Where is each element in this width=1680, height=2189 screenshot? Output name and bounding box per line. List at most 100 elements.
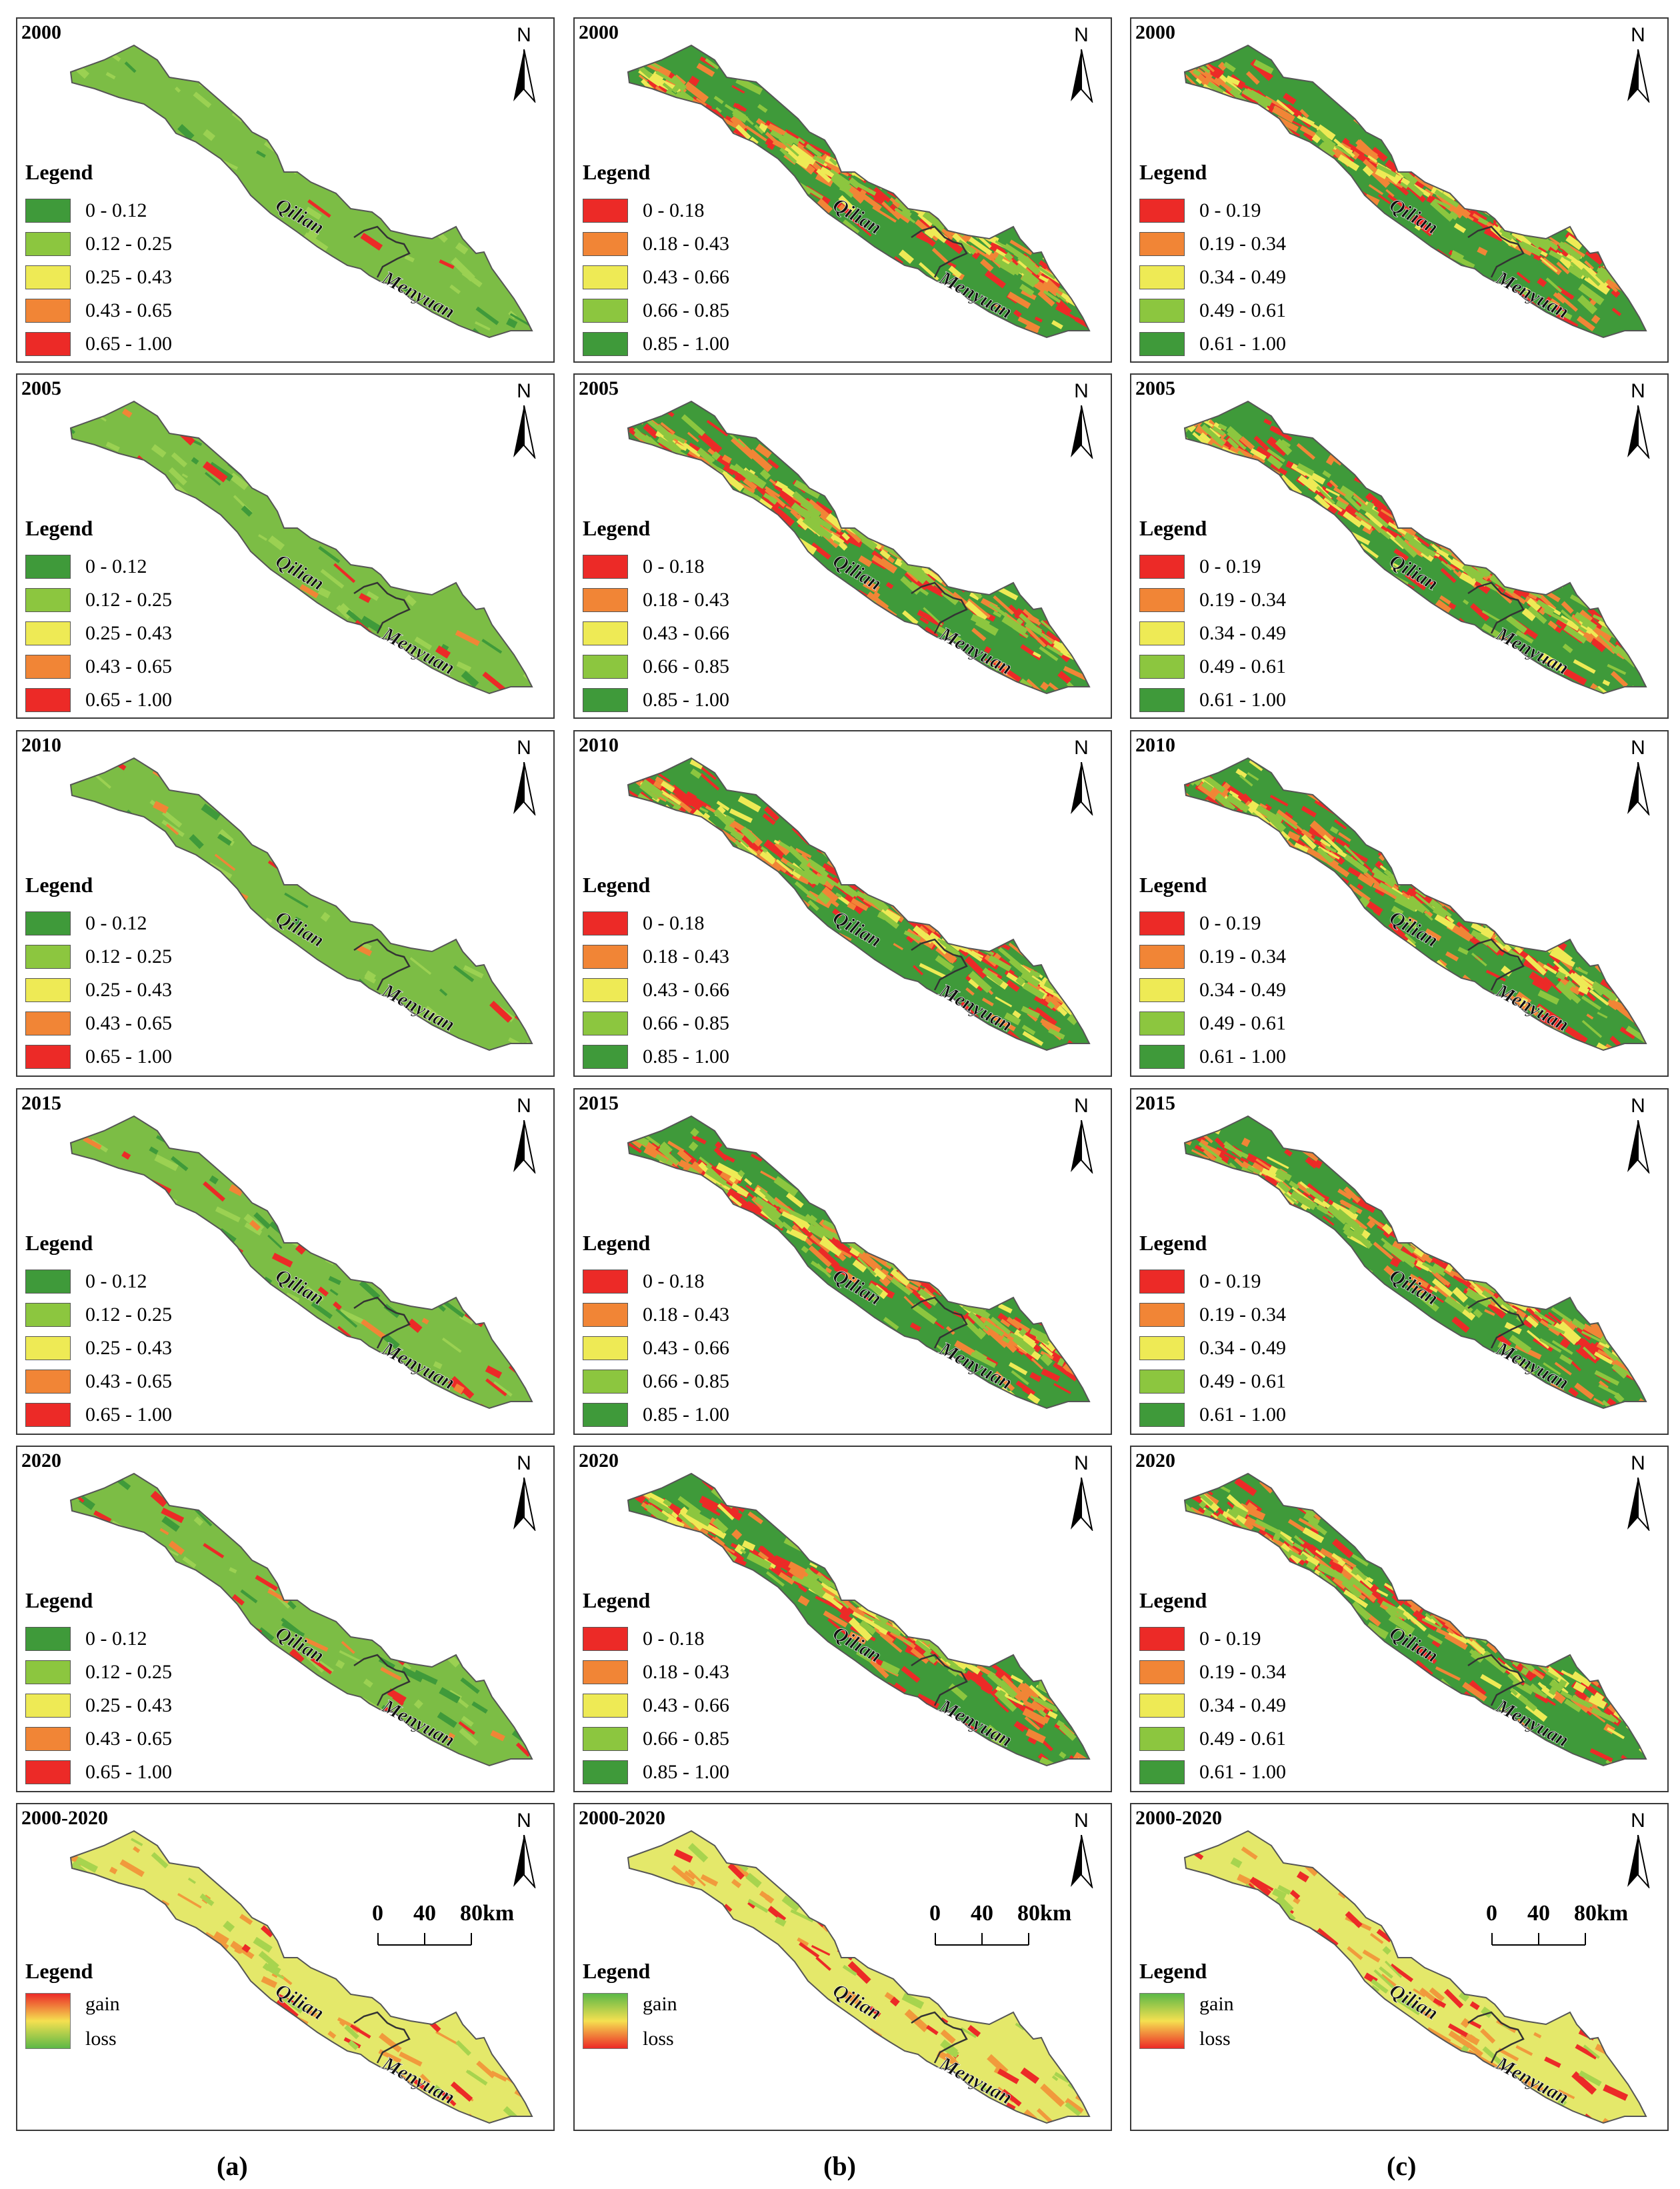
year-label: 2005 [1135,377,1175,399]
legend-swatch [1139,1627,1185,1651]
legend-item: 0.65 - 1.00 [25,683,172,717]
legend: Legend 0 - 0.12 0.12 - 0.25 0.25 - 0.43 0.43… [25,1588,172,1789]
legend-label: 0.49 - 0.61 [1199,655,1286,677]
legend-item: 0.18 - 0.43 [583,1298,729,1332]
map-panel-change: Qilian Menyuan 2000-2020 N Legend gain loss 0 40… [16,1803,555,2131]
county-boundary [911,1296,968,1349]
north-label: N [517,24,531,46]
legend-label: 0.65 - 1.00 [85,1045,172,1067]
legend-title: Legend [583,873,651,897]
north-label: N [1074,380,1089,402]
legend-swatch [1139,232,1185,256]
legend-swatch [25,199,71,223]
legend-label: 0.66 - 0.85 [643,655,729,677]
north-label: N [1074,737,1089,759]
legend: Legend 0 - 0.19 0.19 - 0.34 0.34 - 0.49 0.49… [1139,160,1286,361]
loss-label: loss [85,2028,117,2050]
legend-title: Legend [583,516,651,540]
legend-item: 0.66 - 0.85 [583,1007,729,1040]
legend-label: 0 - 0.18 [643,912,705,934]
county-boundary [1467,225,1525,278]
legend-swatch [25,1694,71,1718]
legend: Legend 0 - 0.19 0.19 - 0.34 0.34 - 0.49 0.49… [1139,1231,1286,1432]
scale-tick-label: 40 [413,1901,436,1926]
north-label: N [1631,1810,1645,1832]
legend-swatch [25,688,71,712]
legend-swatch [583,911,628,935]
legend-label: 0.61 - 1.00 [1199,1045,1286,1067]
map-panel-2000: Qilian Menyuan 2000 N Legend 0 - 0.18 0.18 - 0… [573,17,1112,363]
legend: Legend 0 - 0.19 0.19 - 0.34 0.34 - 0.49 0.49… [1139,1588,1286,1789]
legend-item: 0.43 - 0.65 [25,1007,172,1040]
legend-item: 0.25 - 0.43 [25,1332,172,1365]
gain-loss-gradient [583,1993,628,2049]
legend-swatch [583,332,628,356]
legend-item: 0.43 - 0.66 [583,617,729,650]
north-arrow: N [1623,1095,1653,1175]
county-boundary [353,938,411,991]
legend-label: 0 - 0.18 [643,555,705,577]
north-arrow: N [1623,737,1653,817]
north-arrow: N [1623,1452,1653,1532]
legend-swatch [25,1045,71,1069]
map-panel-2005: Qilian Menyuan 2005 N Legend 0 - 0.18 0.18 - 0… [573,373,1112,719]
legend: Legend 0 - 0.19 0.19 - 0.34 0.34 - 0.49 0.49… [1139,516,1286,717]
legend-swatch [25,1403,71,1427]
legend-item: 0.65 - 1.00 [25,1040,172,1073]
north-arrow: N [1067,1452,1096,1532]
legend-swatch [1139,332,1185,356]
legend-swatch [583,1660,628,1684]
county-boundary [911,938,968,991]
legend-swatch [25,1011,71,1035]
north-arrow-icon [1071,1478,1093,1531]
legend-swatch [1139,1303,1185,1327]
north-arrow-icon [1627,762,1650,815]
legend-swatch [1139,588,1185,612]
north-arrow: N [509,1810,539,1890]
legend-item: 0.61 - 1.00 [1139,1756,1286,1789]
legend-swatch [1139,978,1185,1002]
legend-item: 0.18 - 0.43 [583,940,729,973]
legend-swatch [1139,1011,1185,1035]
legend-label: 0 - 0.19 [1199,555,1261,577]
legend-item: 0 - 0.12 [25,194,172,227]
year-label: 2010 [579,734,619,756]
legend-swatch [583,621,628,645]
legend-item: 0.49 - 0.61 [1139,650,1286,683]
legend-item: 0.34 - 0.49 [1139,1689,1286,1722]
north-arrow: N [509,1095,539,1175]
legend-label: 0.25 - 0.43 [85,979,172,1001]
legend-swatch [583,1403,628,1427]
legend-label: 0.49 - 0.61 [1199,299,1286,321]
legend-label: 0.12 - 0.25 [85,945,172,967]
map-panel-2010: Qilian Menyuan 2010 N Legend 0 - 0.12 0.12 - 0… [16,730,555,1077]
year-label: 2005 [579,377,619,399]
legend-swatch [1139,1045,1185,1069]
legend-swatch [583,1045,628,1069]
legend-item: 0.43 - 0.65 [25,650,172,683]
legend-item: 0.61 - 1.00 [1139,683,1286,717]
legend-label: 0.34 - 0.49 [1199,266,1286,288]
legend-item: 0.12 - 0.25 [25,1656,172,1689]
county-boundary [353,225,411,278]
county-boundary [353,2011,411,2064]
north-label: N [1631,1452,1645,1474]
legend-label: 0 - 0.19 [1199,912,1261,934]
legend-label: 0.19 - 0.34 [1199,1304,1286,1326]
gain-label: gain [643,1993,677,2015]
north-label: N [1631,737,1645,759]
legend-item: 0.65 - 1.00 [25,1398,172,1432]
year-label: 2000-2020 [579,1807,665,1829]
legend-item: 0.85 - 1.00 [583,327,729,361]
legend-swatch [1139,945,1185,969]
north-arrow-icon [1627,1835,1650,1888]
legend-label: 0.43 - 0.66 [643,622,729,644]
north-arrow: N [1067,380,1096,460]
scale-tick-label: 0 [929,1901,941,1926]
year-label: 2010 [1135,734,1175,756]
map-panel-2010: Qilian Menyuan 2010 N Legend 0 - 0.18 0.18 - 0… [573,730,1112,1077]
